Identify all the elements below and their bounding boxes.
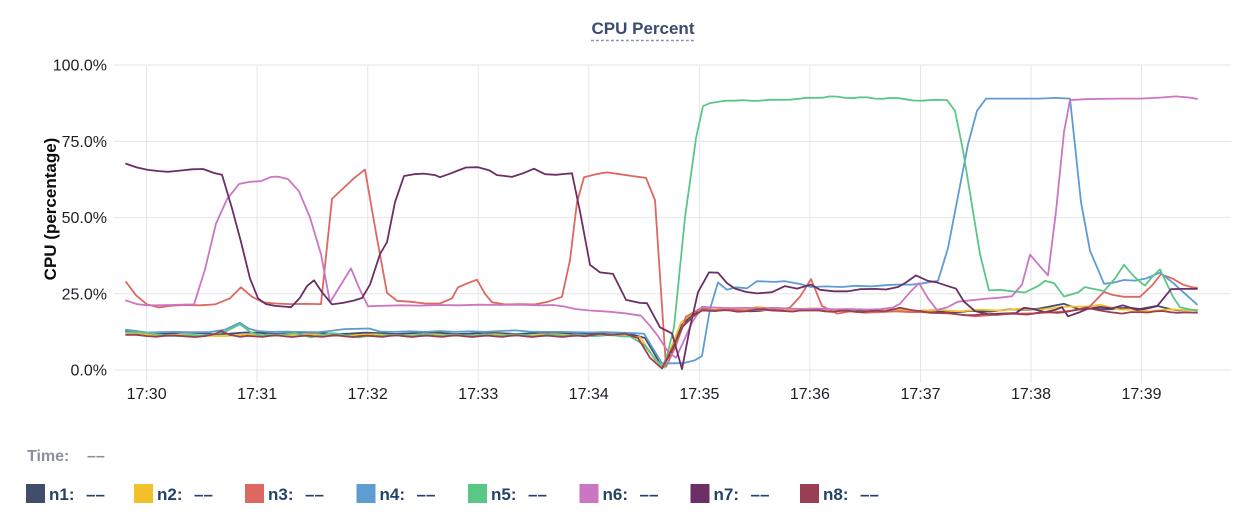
svg-text:––: ––: [417, 485, 436, 504]
svg-text:n2:: n2:: [157, 485, 183, 504]
svg-text:75.0%: 75.0%: [62, 134, 107, 151]
svg-text:n6:: n6:: [603, 485, 629, 504]
svg-text:0.0%: 0.0%: [71, 363, 107, 380]
svg-text:100.0%: 100.0%: [53, 58, 107, 75]
svg-text:17:38: 17:38: [1011, 386, 1051, 403]
svg-text:17:36: 17:36: [790, 386, 830, 403]
svg-text:17:30: 17:30: [127, 386, 167, 403]
svg-text:n5:: n5:: [491, 485, 517, 504]
svg-text:––: ––: [87, 448, 105, 465]
svg-text:––: ––: [86, 485, 105, 504]
svg-text:17:34: 17:34: [569, 386, 609, 403]
svg-text:n8:: n8:: [823, 485, 849, 504]
svg-text:n1:: n1:: [49, 485, 75, 504]
svg-text:n7:: n7:: [714, 485, 740, 504]
svg-text:––: ––: [528, 485, 547, 504]
svg-text:––: ––: [194, 485, 213, 504]
svg-text:n4:: n4:: [380, 485, 406, 504]
svg-text:––: ––: [640, 485, 659, 504]
svg-text:n3:: n3:: [268, 485, 294, 504]
svg-text:17:32: 17:32: [348, 386, 388, 403]
svg-text:––: ––: [305, 485, 324, 504]
svg-text:––: ––: [860, 485, 879, 504]
svg-text:25.0%: 25.0%: [62, 286, 107, 303]
svg-text:17:35: 17:35: [679, 386, 719, 403]
svg-text:17:37: 17:37: [900, 386, 940, 403]
svg-text:50.0%: 50.0%: [62, 210, 107, 227]
svg-text:17:33: 17:33: [458, 386, 498, 403]
svg-text:17:31: 17:31: [237, 386, 277, 403]
svg-text:17:39: 17:39: [1121, 386, 1161, 403]
svg-text:CPU Percent: CPU Percent: [592, 19, 695, 38]
svg-text:CPU (percentage): CPU (percentage): [41, 138, 60, 281]
svg-text:Time:: Time:: [27, 448, 69, 465]
svg-text:––: ––: [751, 485, 770, 504]
